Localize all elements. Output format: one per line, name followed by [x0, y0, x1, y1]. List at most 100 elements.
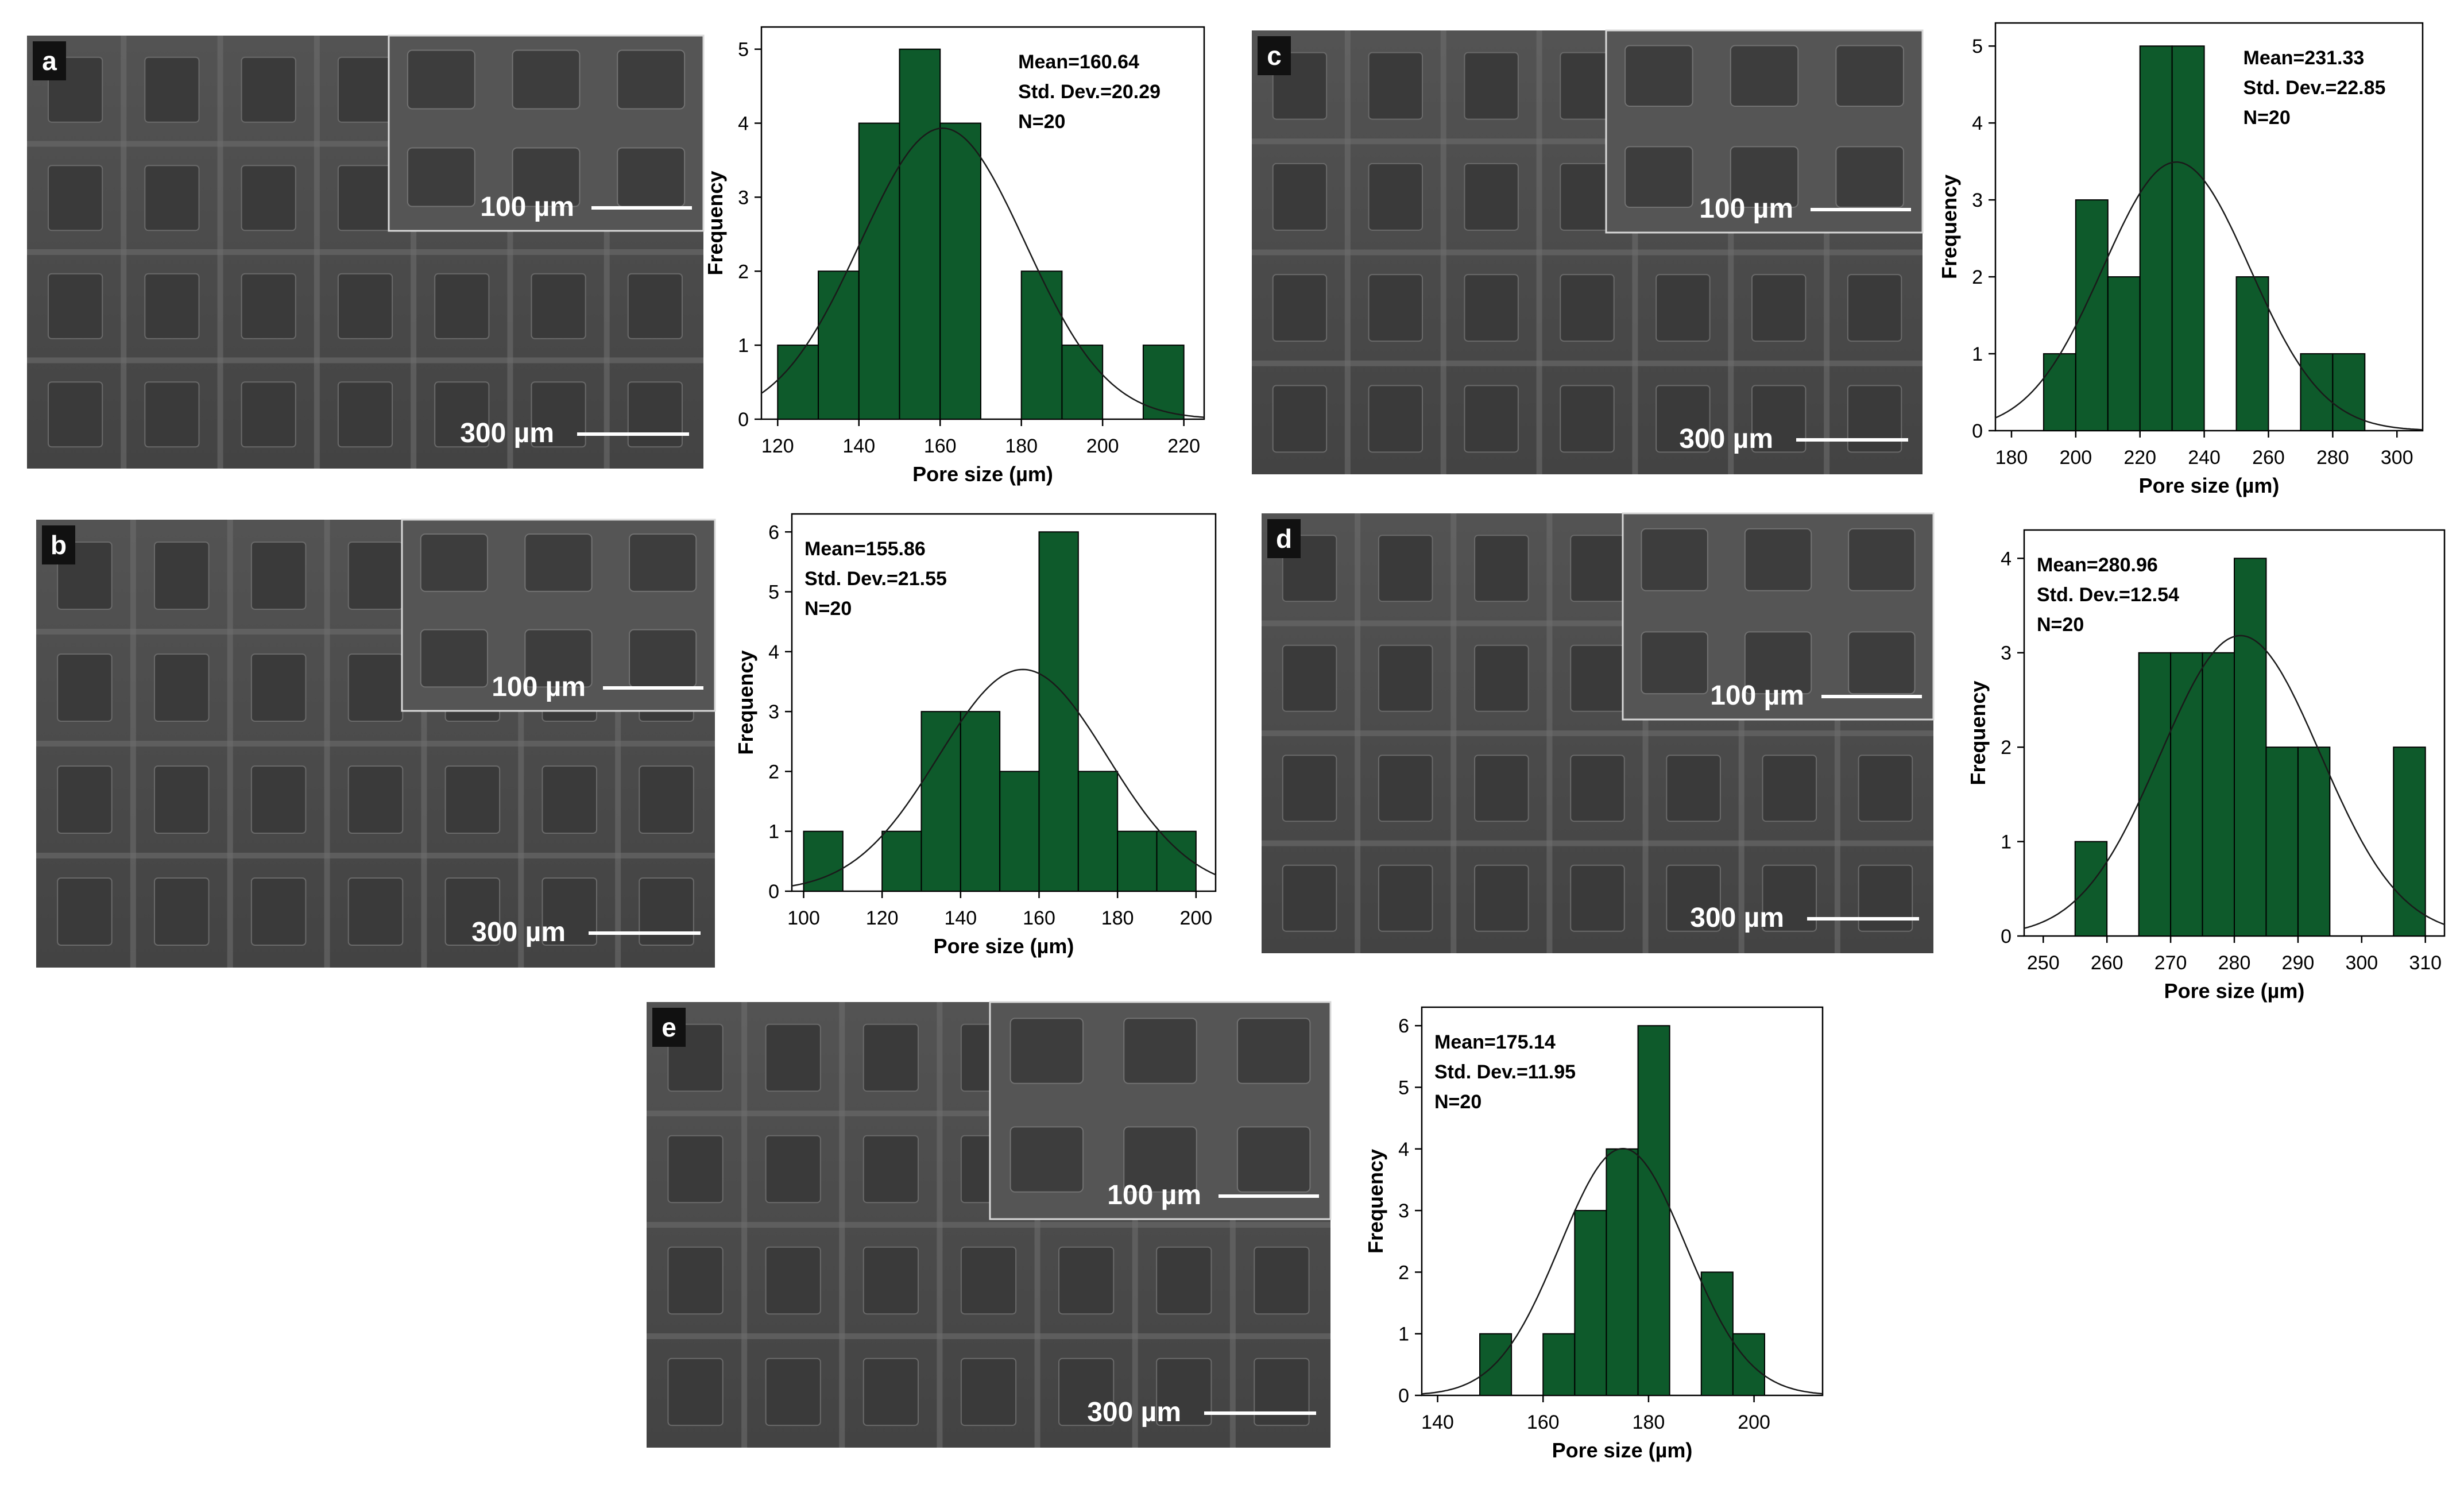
- pore: [1368, 274, 1424, 342]
- pore: [1474, 755, 1529, 822]
- y-tick-label: 5: [1398, 1077, 1409, 1099]
- inset-pore: [629, 629, 697, 688]
- main-scale-label: 300 µm: [1690, 903, 1784, 933]
- inset-pore: [1123, 1018, 1197, 1084]
- histogram-bar: [2107, 276, 2141, 431]
- x-axis-title: Pore size (µm): [934, 934, 1074, 958]
- pore: [765, 1357, 821, 1426]
- inset-pore: [1744, 528, 1812, 591]
- pore: [57, 653, 113, 722]
- histogram-bar: [2139, 45, 2173, 432]
- inset-pore: [1641, 631, 1708, 695]
- x-tick-label: 270: [2154, 952, 2187, 974]
- panel-label: e: [662, 1012, 676, 1042]
- histogram-bar: [1479, 1333, 1513, 1397]
- panel-label: d: [1276, 524, 1292, 554]
- inset-pore: [617, 147, 686, 207]
- pore: [250, 653, 307, 722]
- histogram-bar: [2234, 558, 2267, 937]
- pore: [1282, 864, 1337, 932]
- histogram-bar: [1606, 1148, 1639, 1397]
- pore: [862, 1357, 919, 1426]
- pore: [1378, 535, 1433, 602]
- pore: [337, 56, 393, 123]
- y-tick-label: 0: [1398, 1385, 1409, 1407]
- inset-pore: [1835, 146, 1904, 208]
- x-tick-label: 280: [2316, 447, 2349, 469]
- pore: [250, 765, 307, 834]
- histogram-bar: [1732, 1333, 1765, 1397]
- x-axis-title: Pore size (µm): [912, 462, 1053, 486]
- y-tick-label: 2: [2001, 737, 2012, 759]
- histogram-bar: [2300, 353, 2334, 431]
- x-tick-label: 200: [1086, 435, 1119, 457]
- pore: [1464, 385, 1519, 453]
- stats-line: Std. Dev.=12.54: [2037, 584, 2179, 606]
- x-tick-label: 140: [842, 435, 875, 457]
- y-tick-label: 5: [738, 39, 749, 61]
- pore: [1464, 274, 1519, 342]
- histogram-bar: [2074, 841, 2108, 937]
- x-tick-label: 280: [2218, 952, 2251, 974]
- pore: [154, 653, 210, 722]
- inset-scale-label: 100 µm: [1710, 680, 1804, 711]
- pore: [960, 1246, 1017, 1315]
- y-tick-label: 4: [1398, 1139, 1409, 1161]
- histogram-b: 100 120 140 160 180 200 0 1 2 3 4 5 6 Pore size (µm) F…: [734, 513, 1217, 958]
- pore: [337, 381, 393, 448]
- pore: [1156, 1357, 1212, 1426]
- pore: [347, 541, 404, 610]
- inset-pore: [1624, 146, 1693, 208]
- pore: [1560, 274, 1615, 342]
- inset-pore: [1009, 1018, 1084, 1084]
- pore: [627, 381, 683, 448]
- x-tick-label: 180: [1005, 435, 1038, 457]
- y-tick-label: 4: [768, 641, 779, 663]
- pore: [434, 273, 490, 339]
- pore: [1751, 274, 1807, 342]
- histogram-bar: [2202, 652, 2235, 937]
- histogram-bar: [1542, 1333, 1576, 1397]
- pore: [347, 877, 404, 946]
- histogram-bar: [2393, 746, 2426, 937]
- pore: [144, 56, 200, 123]
- pore: [48, 381, 103, 448]
- inset-pore: [1236, 1018, 1311, 1084]
- histogram-bar: [1020, 270, 1063, 420]
- pore: [1254, 1357, 1310, 1426]
- pore: [1666, 755, 1721, 822]
- pore: [960, 1357, 1017, 1426]
- x-tick-label: 240: [2188, 447, 2221, 469]
- normal-fit-curve: [791, 668, 1216, 887]
- y-tick-label: 3: [768, 701, 779, 723]
- pore: [337, 165, 393, 231]
- pore: [48, 165, 103, 231]
- stats-line: N=20: [1434, 1091, 1482, 1113]
- pore: [1847, 385, 1902, 453]
- y-tick-label: 5: [1972, 36, 1983, 57]
- histogram-c: 180 200 220 240 260 280 300 0 1 2 3 4 5 Pore size (µm…: [1937, 22, 2424, 497]
- inset-pore: [1009, 1126, 1084, 1193]
- x-tick-label: 200: [1738, 1411, 1770, 1433]
- pore: [337, 273, 393, 339]
- y-axis-title: Frequency: [1937, 175, 1961, 279]
- inset-pore: [512, 147, 581, 207]
- inset-pore: [1848, 528, 1916, 591]
- pore: [1378, 864, 1433, 932]
- stats-line: Mean=175.14: [1434, 1031, 1556, 1053]
- y-tick-label: 4: [2001, 548, 2012, 570]
- sem-panel-e: e 100 µm 300 µm: [647, 1001, 1332, 1448]
- pore: [434, 381, 490, 448]
- sem-panel-c: c 100 µm 300 µm: [1252, 29, 1924, 474]
- inset-pore: [524, 629, 593, 688]
- x-tick-label: 120: [761, 435, 794, 457]
- y-tick-label: 6: [1398, 1015, 1409, 1037]
- pore: [57, 765, 113, 834]
- inset-pore: [1123, 1126, 1197, 1193]
- inset-pore: [629, 533, 697, 592]
- stats-line: Mean=155.86: [804, 538, 926, 560]
- inset-pore: [1624, 45, 1693, 107]
- x-tick-label: 220: [2123, 447, 2156, 469]
- pore: [250, 541, 307, 610]
